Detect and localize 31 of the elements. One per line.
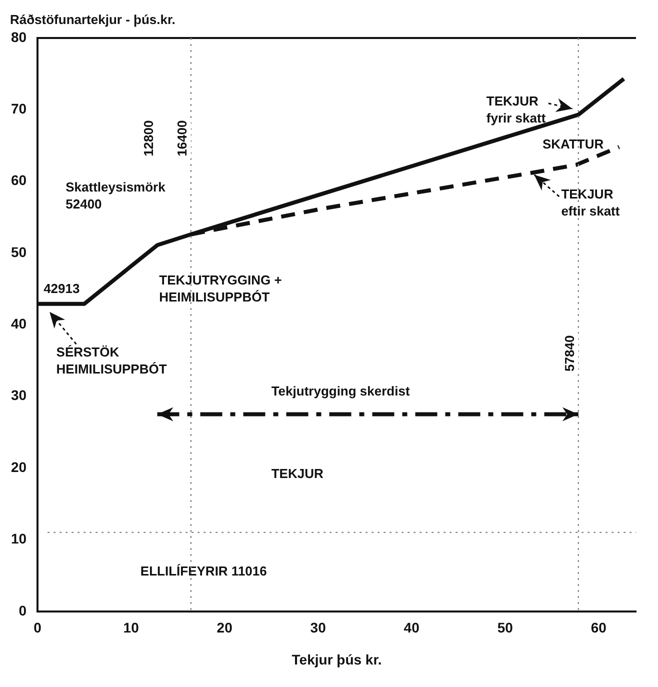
annotation: 42913 — [44, 280, 80, 296]
annotation: TEKJUTRYGGING + HEIMILISUPPBÓT — [159, 272, 282, 305]
y-tick-label: 50 — [10, 244, 27, 260]
annotation: SKATTUR — [542, 136, 604, 152]
ref-line-label: 57840 — [562, 335, 577, 372]
y-tick-label: 0 — [18, 602, 27, 618]
y-tick-label: 30 — [10, 387, 27, 404]
annotation: TEKJUR — [271, 466, 324, 482]
ref-line-label: ELLILÍFEYRIR 11016 — [140, 564, 267, 578]
annotation: 12800 — [140, 120, 156, 156]
ref-line-label: 16400 — [174, 120, 190, 156]
x-axis-title: Tekjur þús kr. — [292, 651, 382, 668]
y-tick-label: 80 — [10, 28, 27, 45]
y-axis-title: Ráðstöfunartekjur - þús.kr. — [10, 12, 176, 27]
y-tick-label: 20 — [10, 458, 27, 475]
y-tick-label: 10 — [10, 530, 27, 547]
annotation: Tekjutrygging skerdist — [271, 384, 410, 399]
y-tick-label: 70 — [10, 100, 27, 117]
y-tick-label: 40 — [10, 316, 27, 332]
x-tick-label: 40 — [404, 620, 420, 636]
x-tick-label: 0 — [34, 620, 42, 636]
annotation: TEKJUR eftir skatt — [561, 186, 620, 219]
x-tick-label: 20 — [216, 620, 233, 636]
annotation: SÉRSTÖK HEIMILISUPPBÓT — [56, 344, 167, 376]
x-tick-label: 30 — [310, 620, 326, 636]
annotation: Skattleysismörk 52400 — [66, 179, 166, 212]
x-tick-label: 50 — [497, 620, 514, 636]
x-tick-label: 60 — [590, 620, 607, 636]
y-tick-label: 60 — [10, 172, 27, 188]
annotation: TEKJUR fyrir skatt — [486, 93, 546, 126]
x-tick-label: 10 — [123, 620, 140, 636]
